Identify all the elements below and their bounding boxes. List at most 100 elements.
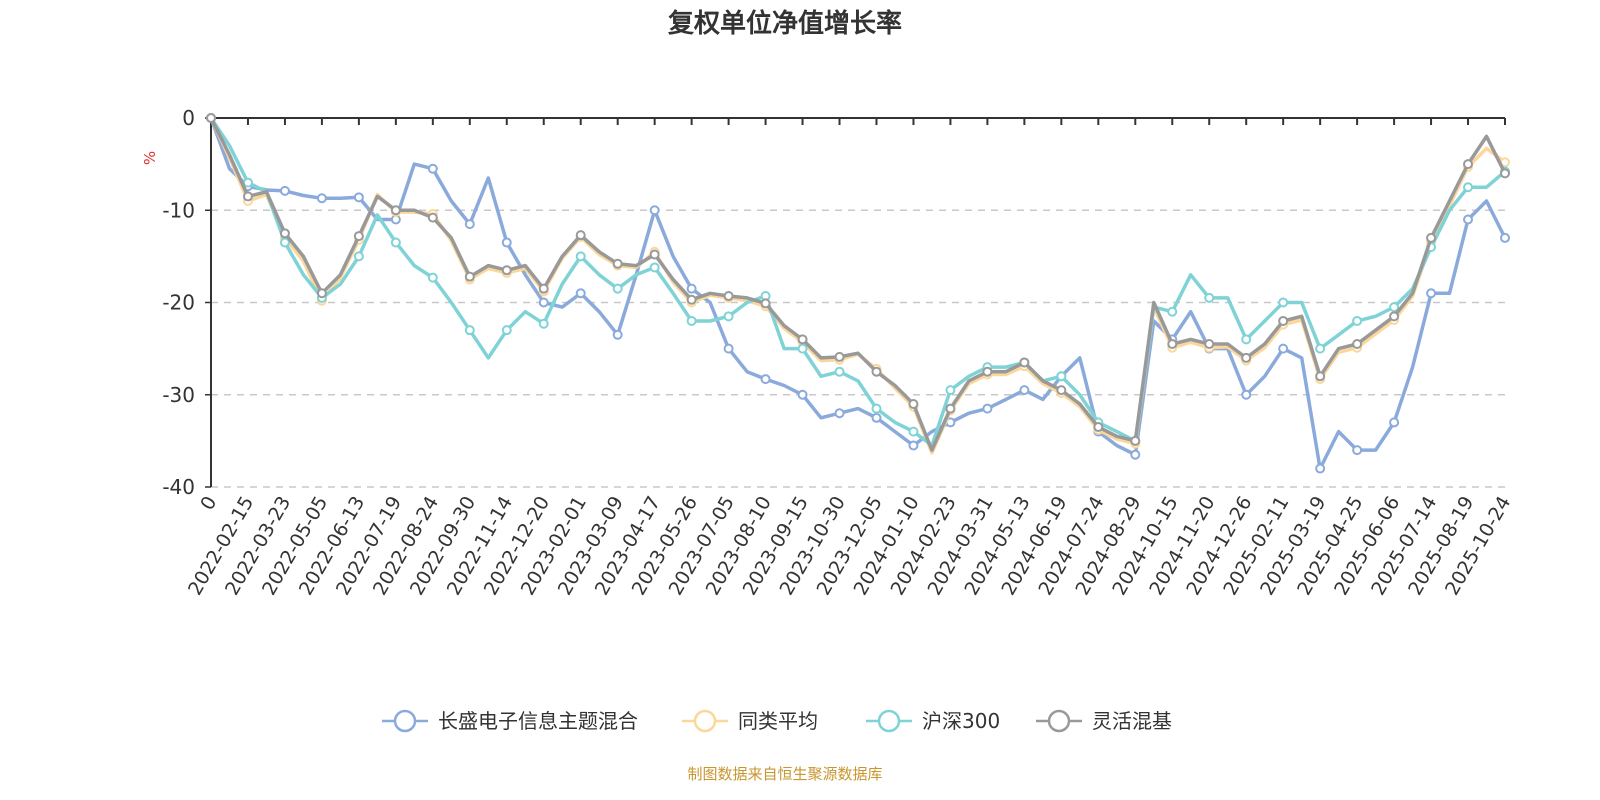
legend-item-2[interactable]: 同类平均: [682, 709, 818, 733]
data-point: [908, 440, 919, 451]
data-point: [982, 366, 993, 377]
data-point: [1241, 334, 1252, 345]
series-3: [206, 113, 1510, 448]
data-point: [649, 249, 660, 260]
legend-circle-icon: [393, 709, 417, 733]
legend-item-1[interactable]: 长盛电子信息主题混合: [382, 709, 638, 733]
legend-label: 长盛电子信息主题混合: [438, 709, 638, 733]
data-point: [1204, 292, 1215, 303]
data-point: [686, 294, 697, 305]
data-point: [464, 219, 475, 230]
data-point: [908, 426, 919, 437]
data-point: [353, 192, 364, 203]
legend-item-3[interactable]: 沪深300: [866, 709, 1000, 733]
legend-circle-icon: [693, 709, 717, 733]
data-point: [538, 283, 549, 294]
data-point: [353, 251, 364, 262]
data-point: [279, 185, 290, 196]
data-point: [1352, 315, 1363, 326]
legend-circle-icon: [877, 709, 901, 733]
data-point: [1463, 182, 1474, 193]
series-line: [209, 117, 1507, 448]
data-point: [1278, 297, 1289, 308]
footer-source: 制图数据来自恒生聚源数据库: [687, 765, 882, 783]
data-point: [1500, 168, 1510, 179]
data-point: [1167, 339, 1178, 350]
data-point: [1500, 232, 1510, 243]
data-point: [871, 403, 882, 414]
data-point: [612, 283, 623, 294]
data-point: [242, 177, 253, 188]
data-point: [834, 408, 845, 419]
y-tick-label: -20: [162, 291, 195, 315]
data-point: [1019, 357, 1030, 368]
data-point: [1426, 288, 1437, 299]
data-point: [1315, 371, 1326, 382]
data-point: [1204, 339, 1215, 350]
data-point: [723, 291, 734, 302]
data-point: [1278, 315, 1289, 326]
data-point: [1130, 449, 1141, 460]
data-point: [501, 265, 512, 276]
data-point: [390, 237, 401, 248]
series-1: [206, 113, 1510, 474]
data-point: [501, 325, 512, 336]
legend-circle-icon: [1047, 709, 1071, 733]
data-point: [427, 272, 438, 283]
data-point: [390, 205, 401, 216]
data-point: [723, 343, 734, 354]
data-point: [1389, 311, 1400, 322]
data-point: [1056, 385, 1067, 396]
data-point: [1278, 343, 1289, 354]
y-tick-label: -30: [162, 383, 195, 407]
series-2: [206, 113, 1510, 455]
data-point: [1019, 385, 1030, 396]
data-point: [1130, 435, 1141, 446]
data-point: [945, 403, 956, 414]
y-axis-unit: %: [141, 151, 159, 165]
axes: [205, 117, 1506, 488]
data-point: [612, 258, 623, 269]
series-lines: [206, 113, 1510, 474]
y-tick-label: -10: [162, 198, 195, 222]
data-point: [501, 237, 512, 248]
data-point: [279, 237, 290, 248]
data-point: [427, 212, 438, 223]
x-tick-label: 0: [196, 493, 221, 514]
data-point: [1315, 463, 1326, 474]
data-point: [908, 398, 919, 409]
data-point: [1389, 417, 1400, 428]
data-point: [1241, 352, 1252, 363]
data-point: [1241, 389, 1252, 400]
data-point: [1167, 306, 1178, 317]
data-point: [686, 315, 697, 326]
data-point: [575, 230, 586, 241]
data-point: [686, 283, 697, 294]
legend-item-4[interactable]: 灵活混基: [1036, 709, 1172, 733]
data-point: [1315, 343, 1326, 354]
data-point: [982, 403, 993, 414]
data-point: [242, 191, 253, 202]
data-point: [1389, 302, 1400, 313]
data-point: [316, 193, 327, 204]
chart-title: 复权单位净值增长率: [668, 8, 902, 39]
data-point: [723, 311, 734, 322]
data-point: [538, 318, 549, 329]
data-point: [871, 412, 882, 423]
y-tick-labels: 0 -10 -20 -30 -40: [162, 106, 195, 499]
data-point: [575, 288, 586, 299]
data-point: [871, 366, 882, 377]
series-4: [206, 113, 1510, 452]
data-point: [760, 374, 771, 385]
data-point: [316, 288, 327, 299]
data-point: [797, 389, 808, 400]
legend: 长盛电子信息主题混合 同类平均 沪深300 灵活混基: [382, 709, 1172, 733]
x-tick-labels: 02022-02-152022-03-232022-05-052022-06-1…: [184, 493, 1515, 600]
data-point: [649, 205, 660, 216]
data-point: [1352, 445, 1363, 456]
data-point: [279, 228, 290, 239]
data-point: [612, 329, 623, 340]
legend-label: 沪深300: [922, 709, 1000, 733]
data-point: [1093, 422, 1104, 433]
data-point: [945, 385, 956, 396]
